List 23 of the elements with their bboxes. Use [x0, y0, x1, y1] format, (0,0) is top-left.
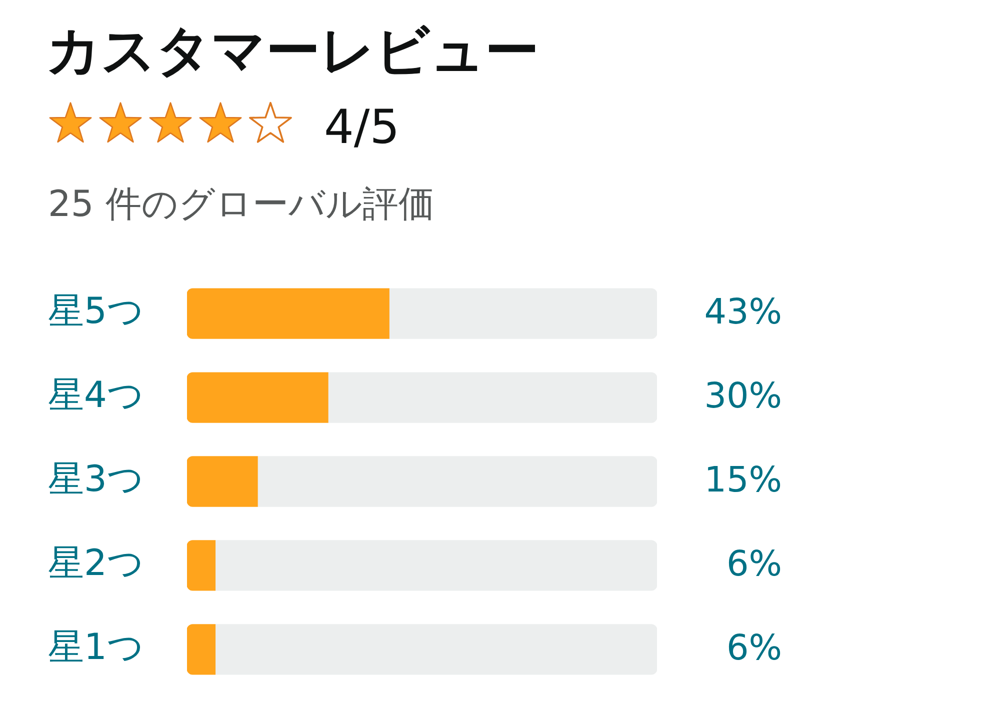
y-tick-label: 星2つ: [48, 542, 144, 584]
bar: [388, 288, 657, 339]
data-label: 15%: [704, 460, 782, 501]
bar: [328, 372, 657, 423]
y-tick-label: 星3つ: [48, 458, 144, 500]
chart-subtitle: 25 件のグローバル評価: [48, 184, 434, 225]
y-tick-label: 星4つ: [48, 374, 144, 416]
bar: [187, 456, 258, 507]
y-tick-label: 星5つ: [48, 290, 144, 332]
bar: [257, 456, 657, 507]
chart-title: カスタマーレビュー: [46, 19, 539, 82]
data-label: 30%: [704, 376, 782, 417]
data-label: 6%: [726, 628, 782, 669]
data-label: 43%: [704, 292, 782, 333]
data-label: 6%: [726, 544, 782, 585]
bar: [187, 288, 390, 339]
bar: [214, 624, 657, 675]
y-tick-label: 星1つ: [48, 626, 144, 668]
text: 4/5: [324, 100, 400, 154]
bar: [214, 540, 657, 591]
bar: [187, 540, 216, 591]
bar: [187, 624, 216, 675]
bar: [187, 372, 328, 423]
